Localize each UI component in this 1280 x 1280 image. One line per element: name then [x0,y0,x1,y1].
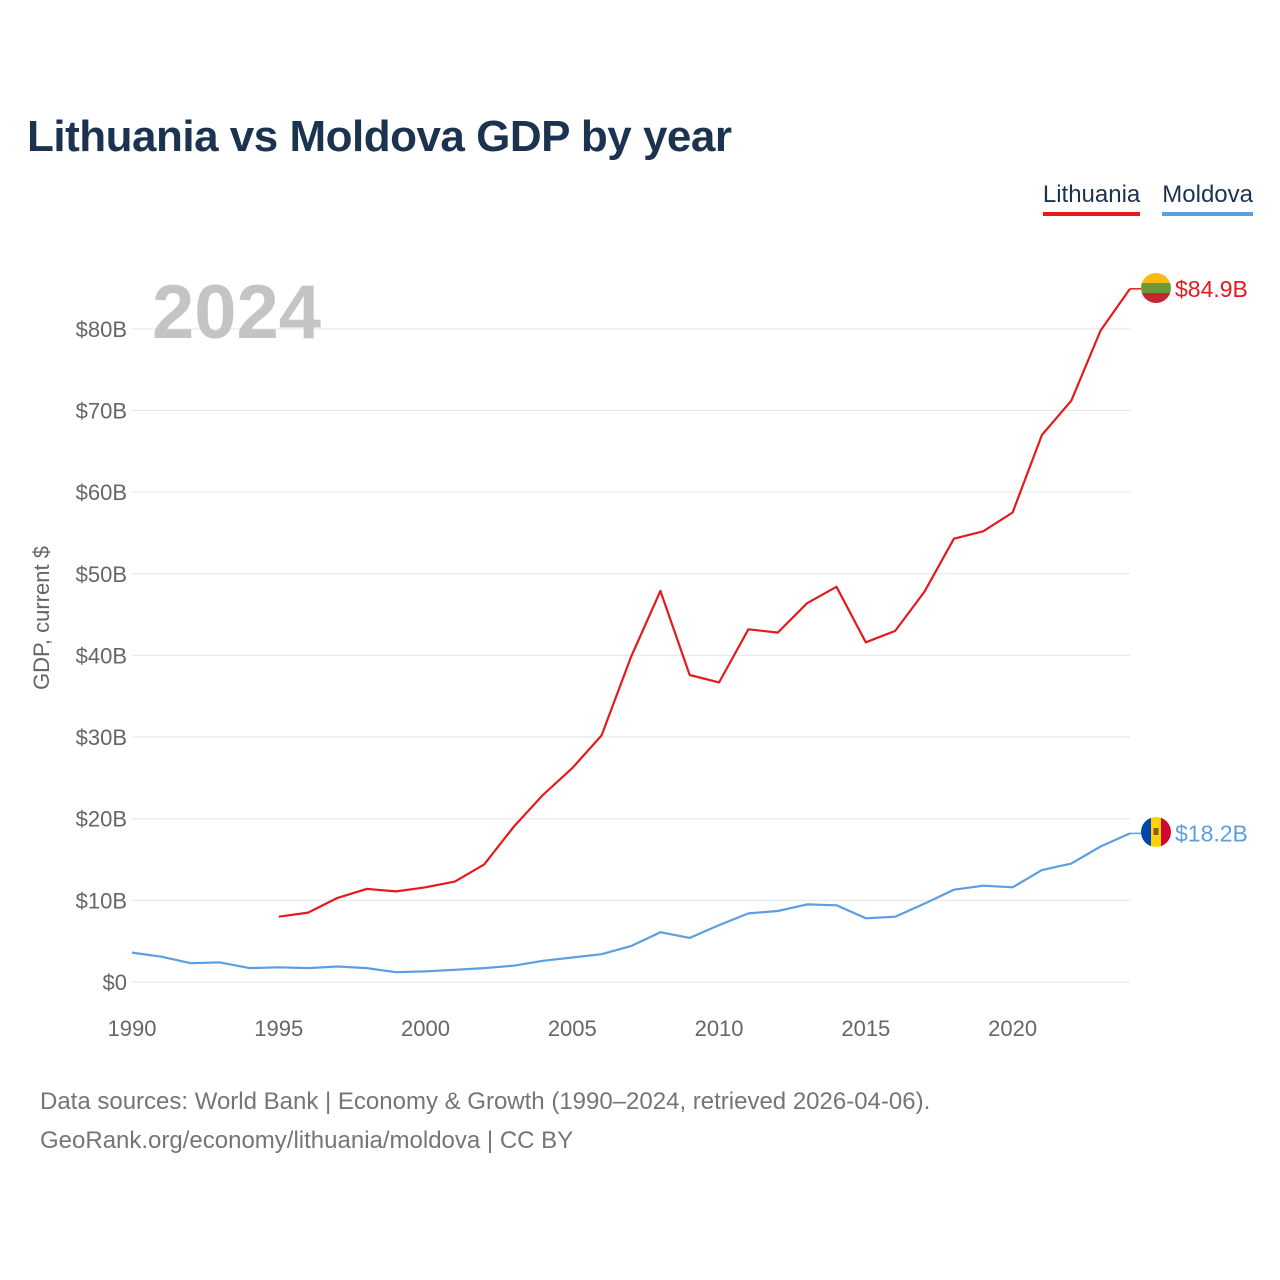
y-tick-label: $40B [76,643,127,668]
legend-item-moldova[interactable]: Moldova [1162,182,1253,216]
end-labels: $84.9B $18.2B [1130,273,1248,847]
x-axis-ticks: 1990 1995 2000 2005 2010 2015 2020 [108,1016,1038,1041]
y-tick-label: $50B [76,562,127,587]
x-tick-label: 2020 [988,1016,1037,1041]
y-tick-label: $0 [103,970,127,995]
y-tick-label: $70B [76,398,127,423]
lithuania-flag-icon [1141,273,1171,303]
year-overlay: 2024 [152,270,322,355]
legend-item-lithuania[interactable]: Lithuania [1042,182,1141,216]
data-sources-text: Data sources: World Bank | Economy & Gro… [40,1088,931,1115]
x-tick-label: 2010 [695,1016,744,1041]
moldova-flag-icon [1141,817,1171,847]
y-tick-label: $80B [76,317,127,342]
x-tick-label: 2015 [841,1016,890,1041]
y-axis-ticks: $0 $10B $20B $30B $40B $50B $60B $70B $80B [76,317,127,995]
y-tick-label: $30B [76,725,127,750]
x-tick-label: 2000 [401,1016,450,1041]
footer: Data sources: World Bank | Economy & Gro… [40,1082,930,1160]
y-tick-label: $60B [76,480,127,505]
x-tick-label: 2005 [548,1016,597,1041]
series-lines [131,288,1131,974]
x-tick-label: 1995 [254,1016,303,1041]
y-tick-label: $20B [76,807,127,832]
series-line-lithuania[interactable] [278,288,1131,918]
chart-title: Lithuania vs Moldova GDP by year [27,112,732,161]
end-label-lithuania: $84.9B [1175,276,1248,302]
legend: Lithuania Moldova [1042,182,1253,216]
x-tick-label: 1990 [108,1016,157,1041]
series-line-moldova[interactable] [131,832,1131,974]
y-tick-label: $10B [76,888,127,913]
end-label-moldova: $18.2B [1175,820,1248,846]
y-axis-label: GDP, current $ [29,546,54,690]
attribution-link[interactable]: GeoRank.org/economy/lithuania/moldova | … [40,1127,574,1154]
gridlines [132,328,1130,983]
